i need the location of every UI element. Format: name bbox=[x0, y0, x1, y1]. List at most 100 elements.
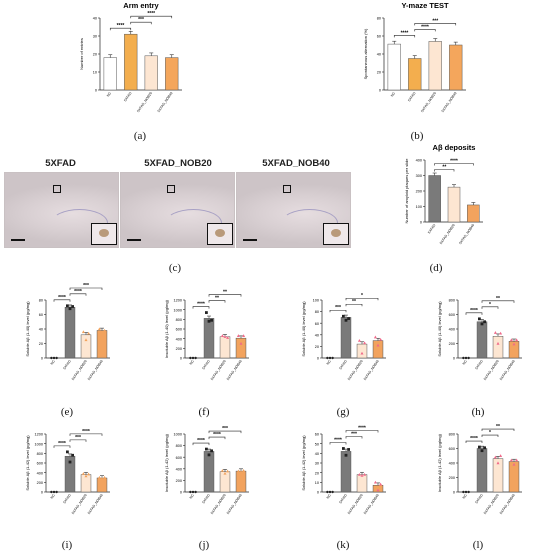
data-point bbox=[483, 446, 486, 450]
data-point bbox=[357, 339, 361, 342]
x-tick-label: NC bbox=[50, 493, 56, 500]
data-point bbox=[223, 471, 227, 475]
x-tick-label: NC bbox=[390, 91, 396, 98]
data-point bbox=[103, 475, 107, 479]
y-tick-label: 60 bbox=[315, 433, 319, 437]
significance-label: * bbox=[361, 293, 363, 299]
data-point bbox=[512, 342, 516, 346]
y-axis-label: Spontaneous alternation (%) bbox=[363, 28, 368, 79]
data-point bbox=[68, 307, 72, 311]
data-point bbox=[84, 338, 88, 342]
data-point bbox=[499, 331, 503, 335]
x-tick-label: 5XFAD_NOB20 bbox=[210, 493, 227, 515]
significance-bracket bbox=[345, 303, 363, 307]
significance-bracket bbox=[481, 300, 515, 303]
y-tick-label: 60 bbox=[377, 35, 381, 39]
panel-label-f: (f) bbox=[198, 406, 210, 418]
bar-5XFAD_NOB20 bbox=[356, 474, 368, 493]
significance-label: ** bbox=[215, 296, 219, 302]
scale-bar bbox=[11, 239, 25, 241]
y-tick-label: 20 bbox=[315, 471, 319, 475]
data-point bbox=[191, 356, 195, 360]
y-tick-label: 200 bbox=[37, 481, 43, 485]
y-tick-label: 0 bbox=[41, 357, 43, 361]
significance-label: *** bbox=[75, 435, 81, 441]
x-tick-label: 5XFAD bbox=[474, 359, 484, 371]
bar-5XFAD_NOB40 bbox=[165, 57, 179, 91]
x-tick-label: NC bbox=[326, 359, 332, 366]
significance-label: *** bbox=[432, 18, 438, 24]
scale-bar bbox=[127, 239, 141, 241]
significance-bracket bbox=[465, 312, 483, 315]
y-tick-label: 0 bbox=[95, 89, 97, 93]
region-box bbox=[283, 185, 291, 193]
significance-label: ** bbox=[496, 296, 500, 302]
chart-l: 0 200 400 600 800 Insoluble Aβ (1-42) level (… bbox=[437, 424, 522, 515]
data-point bbox=[480, 449, 484, 453]
data-point bbox=[189, 356, 192, 360]
bar-5XFAD_NOB40 bbox=[96, 477, 108, 493]
significance-bracket bbox=[414, 23, 457, 26]
data-point bbox=[191, 490, 195, 494]
y-tick-label: 20 bbox=[377, 71, 381, 75]
bar-5XFAD_NOB20 bbox=[356, 343, 368, 359]
data-point bbox=[97, 327, 101, 331]
y-tick-label: 200 bbox=[176, 479, 182, 483]
data-point bbox=[464, 490, 468, 494]
data-point bbox=[100, 476, 104, 480]
micrograph-nob40 bbox=[236, 172, 351, 248]
data-point bbox=[515, 458, 519, 462]
significance-bracket bbox=[53, 299, 71, 302]
x-tick-label: 5XFAD_NOB20 bbox=[420, 91, 437, 113]
significance-bracket bbox=[345, 436, 363, 439]
y-tick-label: 1200 bbox=[35, 433, 43, 437]
y-tick-label: 80 bbox=[39, 299, 43, 303]
y-tick-label: 800 bbox=[449, 433, 455, 437]
data-point bbox=[68, 460, 72, 464]
y-axis-label: Soluble Aβ (1-40) level (pg/mg) bbox=[25, 301, 30, 357]
significance-bracket bbox=[345, 297, 379, 301]
data-point bbox=[360, 473, 364, 477]
significance-label: *** bbox=[83, 283, 89, 289]
data-point bbox=[499, 454, 503, 457]
y-tick-label: 50 bbox=[315, 442, 319, 446]
x-tick-label: 5XFAD bbox=[407, 91, 417, 103]
y-tick-label: 200 bbox=[449, 476, 455, 480]
y-tick-label: 40 bbox=[377, 53, 381, 57]
significance-bracket bbox=[481, 428, 515, 432]
significance-label: * bbox=[489, 302, 491, 308]
significance-bracket bbox=[53, 445, 71, 448]
data-point bbox=[509, 458, 513, 462]
y-tick-label: 40 bbox=[93, 17, 97, 21]
significance-label: **** bbox=[74, 289, 82, 295]
data-point bbox=[210, 449, 213, 453]
x-tick-label: NC bbox=[189, 493, 195, 500]
significance-bracket bbox=[208, 300, 226, 303]
data-point bbox=[226, 336, 230, 339]
x-tick-label: NC bbox=[326, 493, 332, 500]
panel-label-k: (k) bbox=[336, 539, 350, 551]
data-point bbox=[462, 490, 465, 494]
chart-title: Y-maze TEST bbox=[401, 1, 449, 10]
data-point bbox=[363, 473, 367, 476]
x-tick-label: NC bbox=[462, 493, 468, 500]
data-point bbox=[496, 341, 500, 345]
panel-label-b: (b) bbox=[410, 130, 424, 142]
significance-label: *** bbox=[138, 17, 144, 23]
y-tick-label: 600 bbox=[176, 456, 182, 460]
micrograph-label-nob40: 5XFAD_NOB40 bbox=[262, 158, 330, 169]
significance-bracket bbox=[69, 439, 87, 442]
chart-i: 0 200 400 600 800 1000 1200 Soluble Aβ (1-42) l… bbox=[25, 429, 110, 515]
scale-bar bbox=[243, 239, 257, 241]
chart-j: 0 200 400 600 800 1000 Insoluble Aβ (1-42) lev… bbox=[164, 426, 249, 515]
data-point bbox=[55, 490, 58, 494]
y-tick-label: 1000 bbox=[174, 308, 182, 312]
significance-label: **** bbox=[421, 24, 429, 30]
significance-label: **** bbox=[117, 23, 125, 29]
significance-bracket bbox=[434, 169, 455, 172]
y-tick-label: 20 bbox=[93, 53, 97, 57]
chart-g: 0 20 40 60 80 100 Soluble Aβ (1-40) level (pg/… bbox=[301, 293, 386, 381]
significance-bracket bbox=[329, 442, 347, 445]
y-tick-label: 400 bbox=[416, 159, 422, 163]
